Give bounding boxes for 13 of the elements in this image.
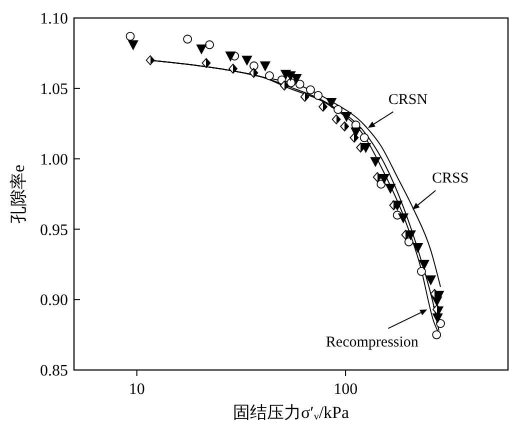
- y-tick-label: 0.85: [40, 362, 68, 380]
- y-tick-label: 1.10: [40, 10, 68, 28]
- y-tick-label: 1.05: [40, 81, 68, 98]
- x-axis-title: 固结压力σ′ᵥ/kPa: [232, 403, 350, 422]
- annotation: CRSS: [432, 170, 469, 186]
- y-tick-label: 0.95: [40, 222, 68, 239]
- y-tick-label: 0.90: [40, 292, 68, 310]
- annotation: CRSN: [388, 92, 428, 108]
- x-tick-label: 10: [128, 381, 145, 398]
- y-tick-label: 1.00: [40, 151, 68, 168]
- x-tick-label: 100: [334, 381, 358, 398]
- annotation: Recompression: [326, 334, 419, 350]
- y-axis-title: 孔隙率e: [9, 164, 28, 224]
